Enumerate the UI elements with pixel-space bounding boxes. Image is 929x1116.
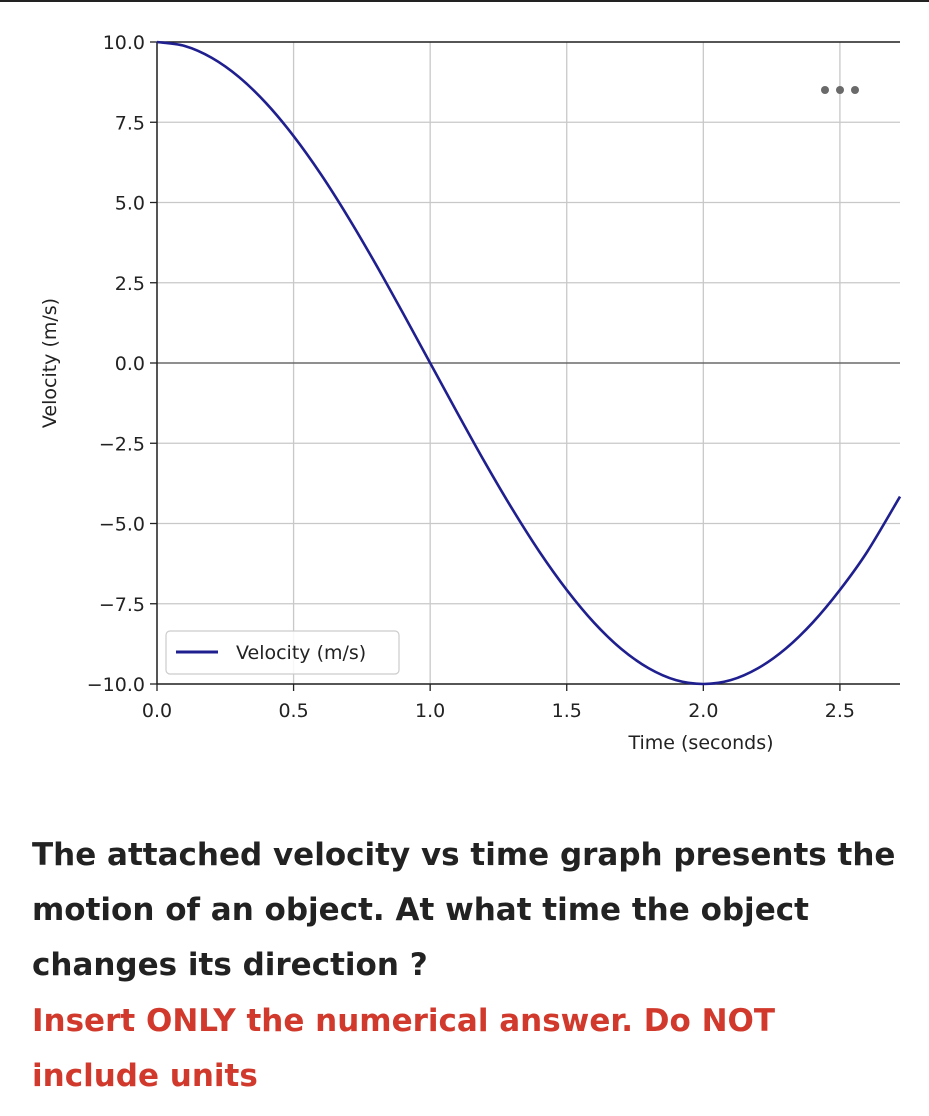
y-tick-label: −2.5	[99, 433, 145, 455]
x-tick-label: 0.0	[142, 700, 172, 722]
y-ticks: 10.0 7.5 5.0 2.5 0.0 −2.5 −5.0 −7.5 −10.0	[87, 32, 157, 696]
legend-label-velocity: Velocity (m/s)	[236, 642, 366, 664]
x-tick-label: 2.0	[688, 700, 718, 722]
grid-lines	[156, 41, 900, 685]
y-tick-label: −5.0	[99, 514, 145, 536]
y-tick-label: −7.5	[99, 594, 145, 616]
legend: Velocity (m/s)	[165, 630, 400, 675]
legend-box	[165, 630, 400, 675]
y-tick-label: 0.0	[115, 353, 145, 375]
instruction-text: Insert ONLY the numerical answer. Do NOT…	[32, 1003, 776, 1094]
x-tick-label: 1.5	[552, 700, 582, 722]
more-dots-icon[interactable]	[821, 86, 859, 94]
y-tick-label: 7.5	[115, 112, 145, 134]
y-axis-label: Velocity (m/s)	[39, 298, 61, 428]
y-tick-label: 10.0	[103, 32, 145, 54]
y-tick-label: −10.0	[87, 674, 145, 696]
velocity-time-chart: 0.0 0.5 1.0 1.5 2.0 2.5 10.0 7.5 5.0 2.5 0.0 −2.5 −…	[39, 32, 902, 754]
series-line-velocity	[156, 40, 902, 686]
question-text: The attached velocity vs time graph pres…	[32, 837, 896, 983]
y-tick-label: 5.0	[115, 193, 145, 215]
top-divider	[0, 0, 929, 2]
x-axis-label: Time (seconds)	[627, 732, 773, 754]
series-lines	[156, 40, 902, 686]
x-tick-label: 0.5	[278, 700, 308, 722]
x-tick-label: 2.5	[825, 700, 855, 722]
x-ticks: 0.0 0.5 1.0 1.5 2.0 2.5	[142, 684, 855, 722]
x-tick-label: 1.0	[415, 700, 445, 722]
y-tick-label: 2.5	[115, 273, 145, 295]
